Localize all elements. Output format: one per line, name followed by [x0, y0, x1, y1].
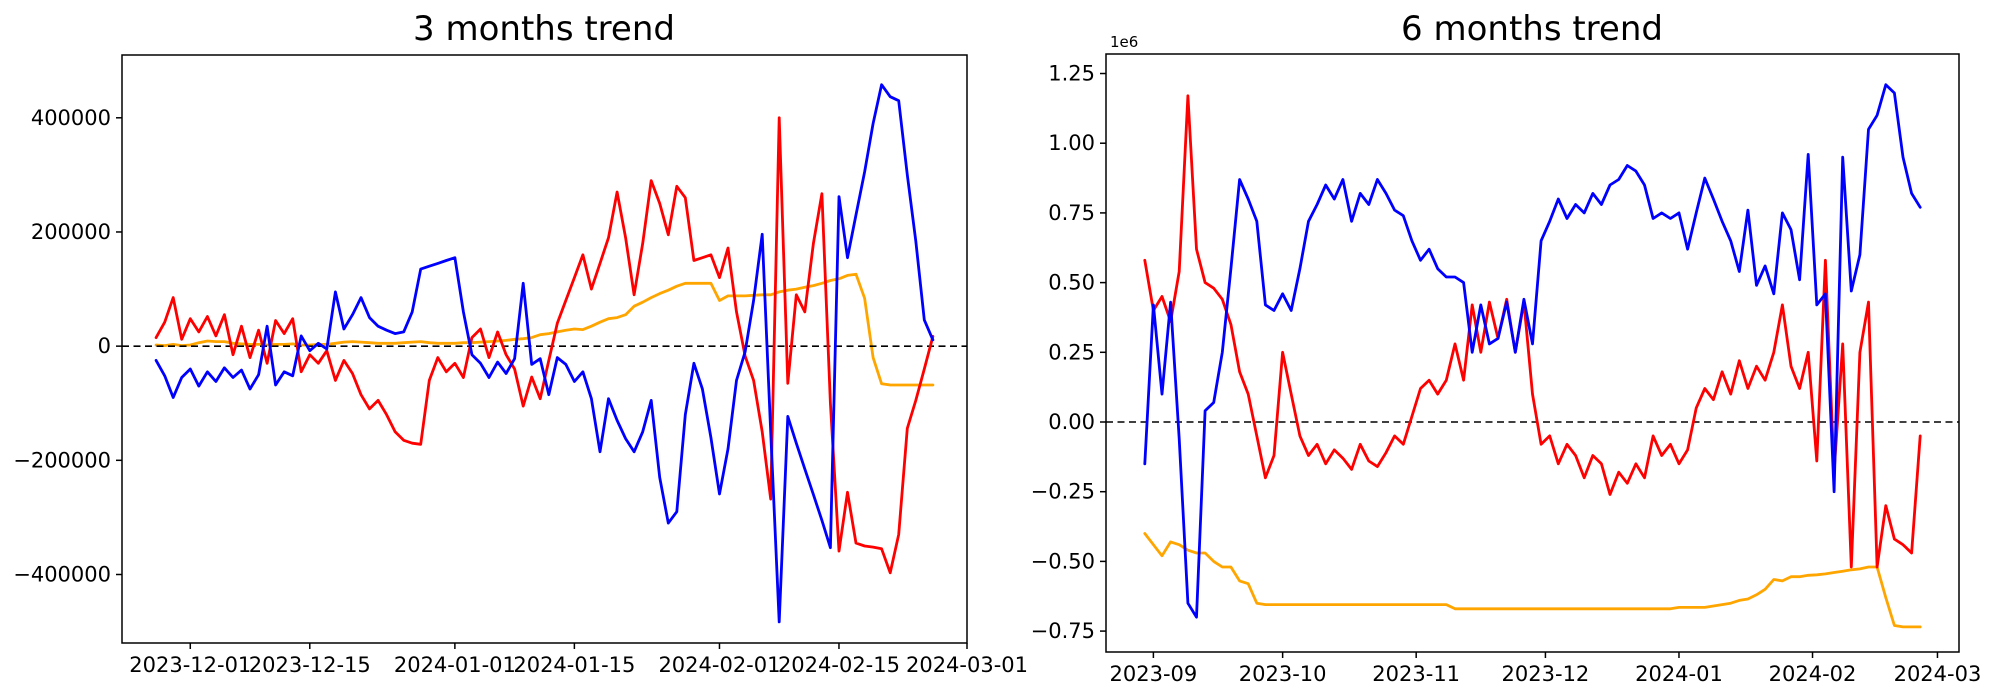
x-tick-label: 2023-12-15 [249, 653, 371, 677]
series-line-orange [154, 272, 935, 387]
y-tick-label: 400000 [31, 106, 111, 130]
series-line-orange [1143, 532, 1922, 629]
x-tick-label: 2023-09 [1110, 662, 1198, 686]
series-line-blue [1143, 83, 1922, 619]
x-tick-label: 2024-02-15 [778, 653, 900, 677]
x-tick-label: 2024-02-01 [658, 653, 780, 677]
chart-title-3-months: 3 months trend [413, 9, 675, 49]
series-line-blue [154, 83, 935, 624]
x-tick-label: 2024-03 [1894, 662, 1982, 686]
y-tick-label: 1.00 [1048, 131, 1095, 155]
y-tick-label: 200000 [31, 220, 111, 244]
y-tick-label: 0.75 [1048, 201, 1095, 225]
y-tick-label: −200000 [13, 448, 111, 472]
y-tick-label: 0 [98, 334, 111, 358]
y-tick-label: 0.50 [1048, 271, 1095, 295]
x-tick-label: 2024-01-01 [394, 653, 516, 677]
x-tick-label: 2023-12-01 [129, 653, 251, 677]
x-tick-label: 2023-12 [1502, 662, 1590, 686]
y-tick-label: −0.50 [1031, 549, 1095, 573]
x-tick-label: 2024-03-01 [906, 653, 1028, 677]
y-tick-label: 0.25 [1048, 340, 1095, 364]
x-tick-label: 2024-02 [1769, 662, 1857, 686]
y-tick-label: −0.75 [1031, 619, 1095, 643]
x-tick-label: 2024-01 [1635, 662, 1723, 686]
y-tick-label: −400000 [13, 562, 111, 586]
series-line-red [1143, 94, 1922, 569]
y-tick-label: 1.25 [1048, 62, 1095, 86]
chart-6-months-trend: 2023-09 2023-10 2023-11 2023-12 2024-01 2024-… [1031, 53, 1982, 686]
x-tick-label: 2023-10 [1239, 662, 1327, 686]
chart-title-6-months: 6 months trend [1401, 9, 1663, 49]
y-axis-offset-label: 1e6 [1110, 33, 1138, 51]
plot-border [121, 54, 968, 644]
x-tick-label: 2023-11 [1372, 662, 1460, 686]
y-tick-label: 0.00 [1048, 410, 1095, 434]
x-tick-label: 2024-01-15 [513, 653, 635, 677]
plot-border [1105, 53, 1960, 653]
y-tick-label: −0.25 [1031, 480, 1095, 504]
